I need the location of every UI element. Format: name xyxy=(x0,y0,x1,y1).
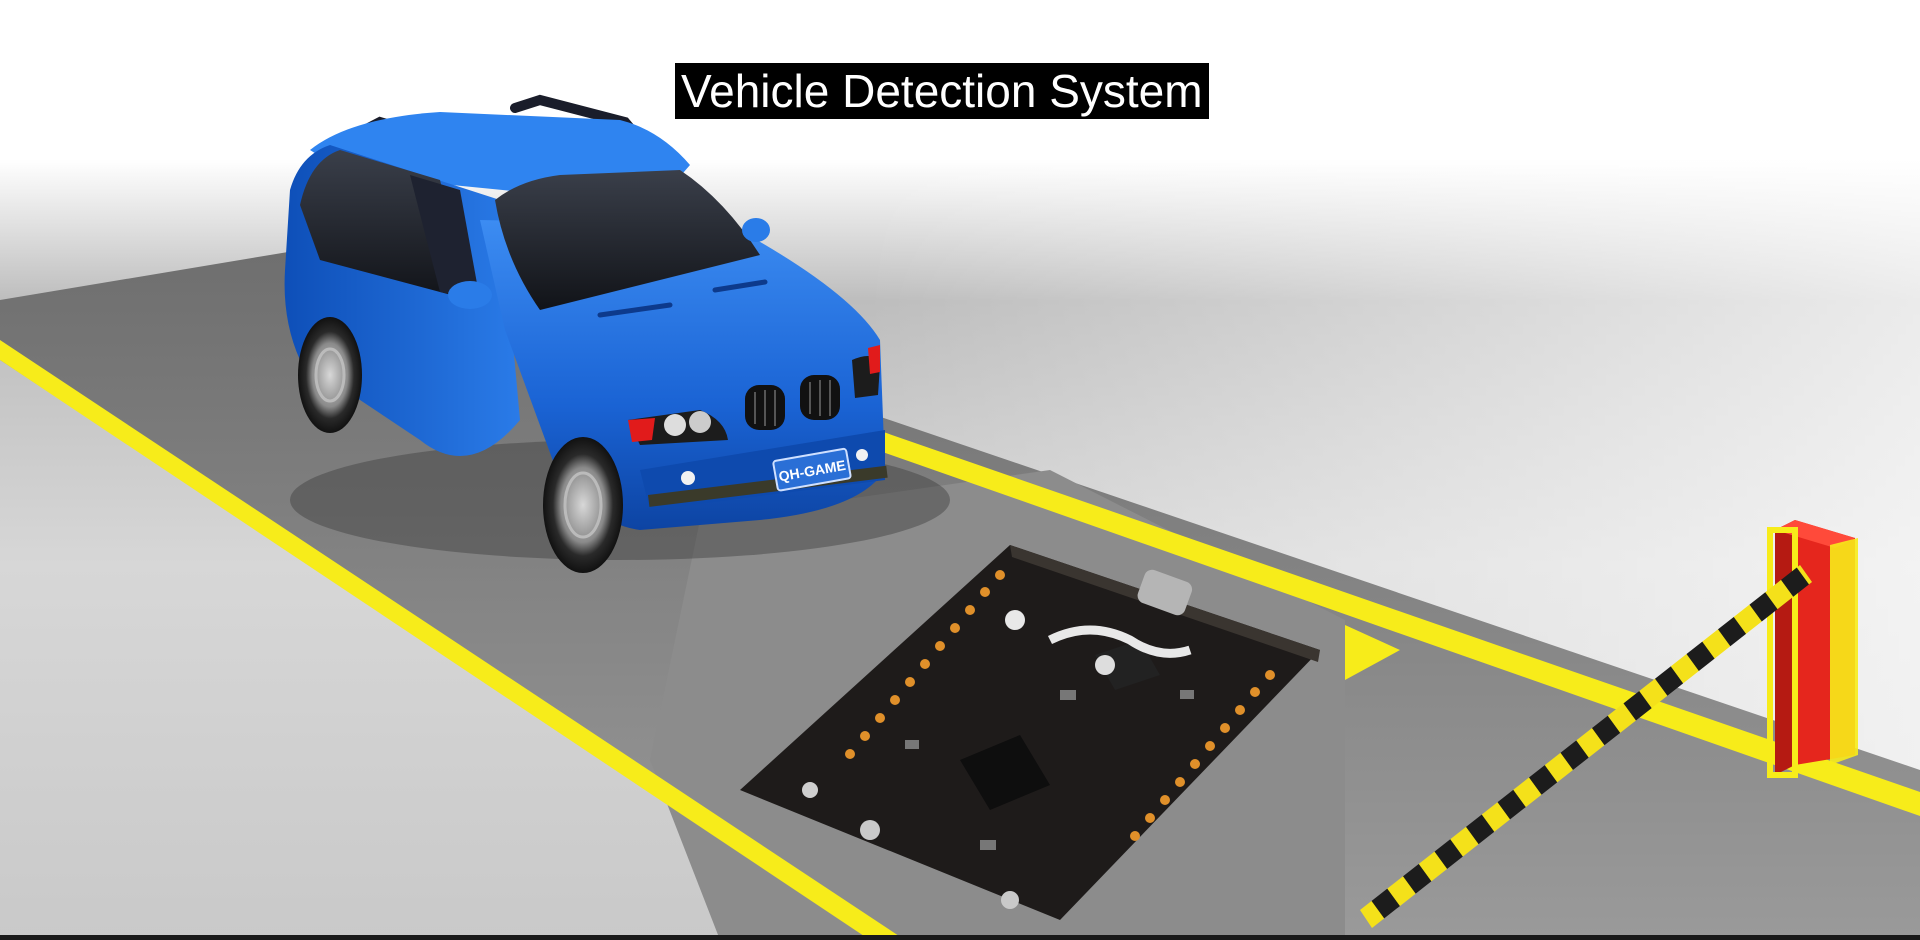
barrier-gate xyxy=(1360,520,1858,928)
circuit-board xyxy=(740,545,1320,920)
lane-line-right xyxy=(820,410,1920,816)
blue-suv xyxy=(284,94,888,573)
rear-wheel xyxy=(298,317,362,433)
bottom-divider xyxy=(0,935,1920,940)
lane-arrow xyxy=(1345,625,1400,680)
page-title: Vehicle Detection System xyxy=(675,63,1209,119)
front-wheel xyxy=(543,437,623,573)
lane-line-left xyxy=(0,340,905,940)
